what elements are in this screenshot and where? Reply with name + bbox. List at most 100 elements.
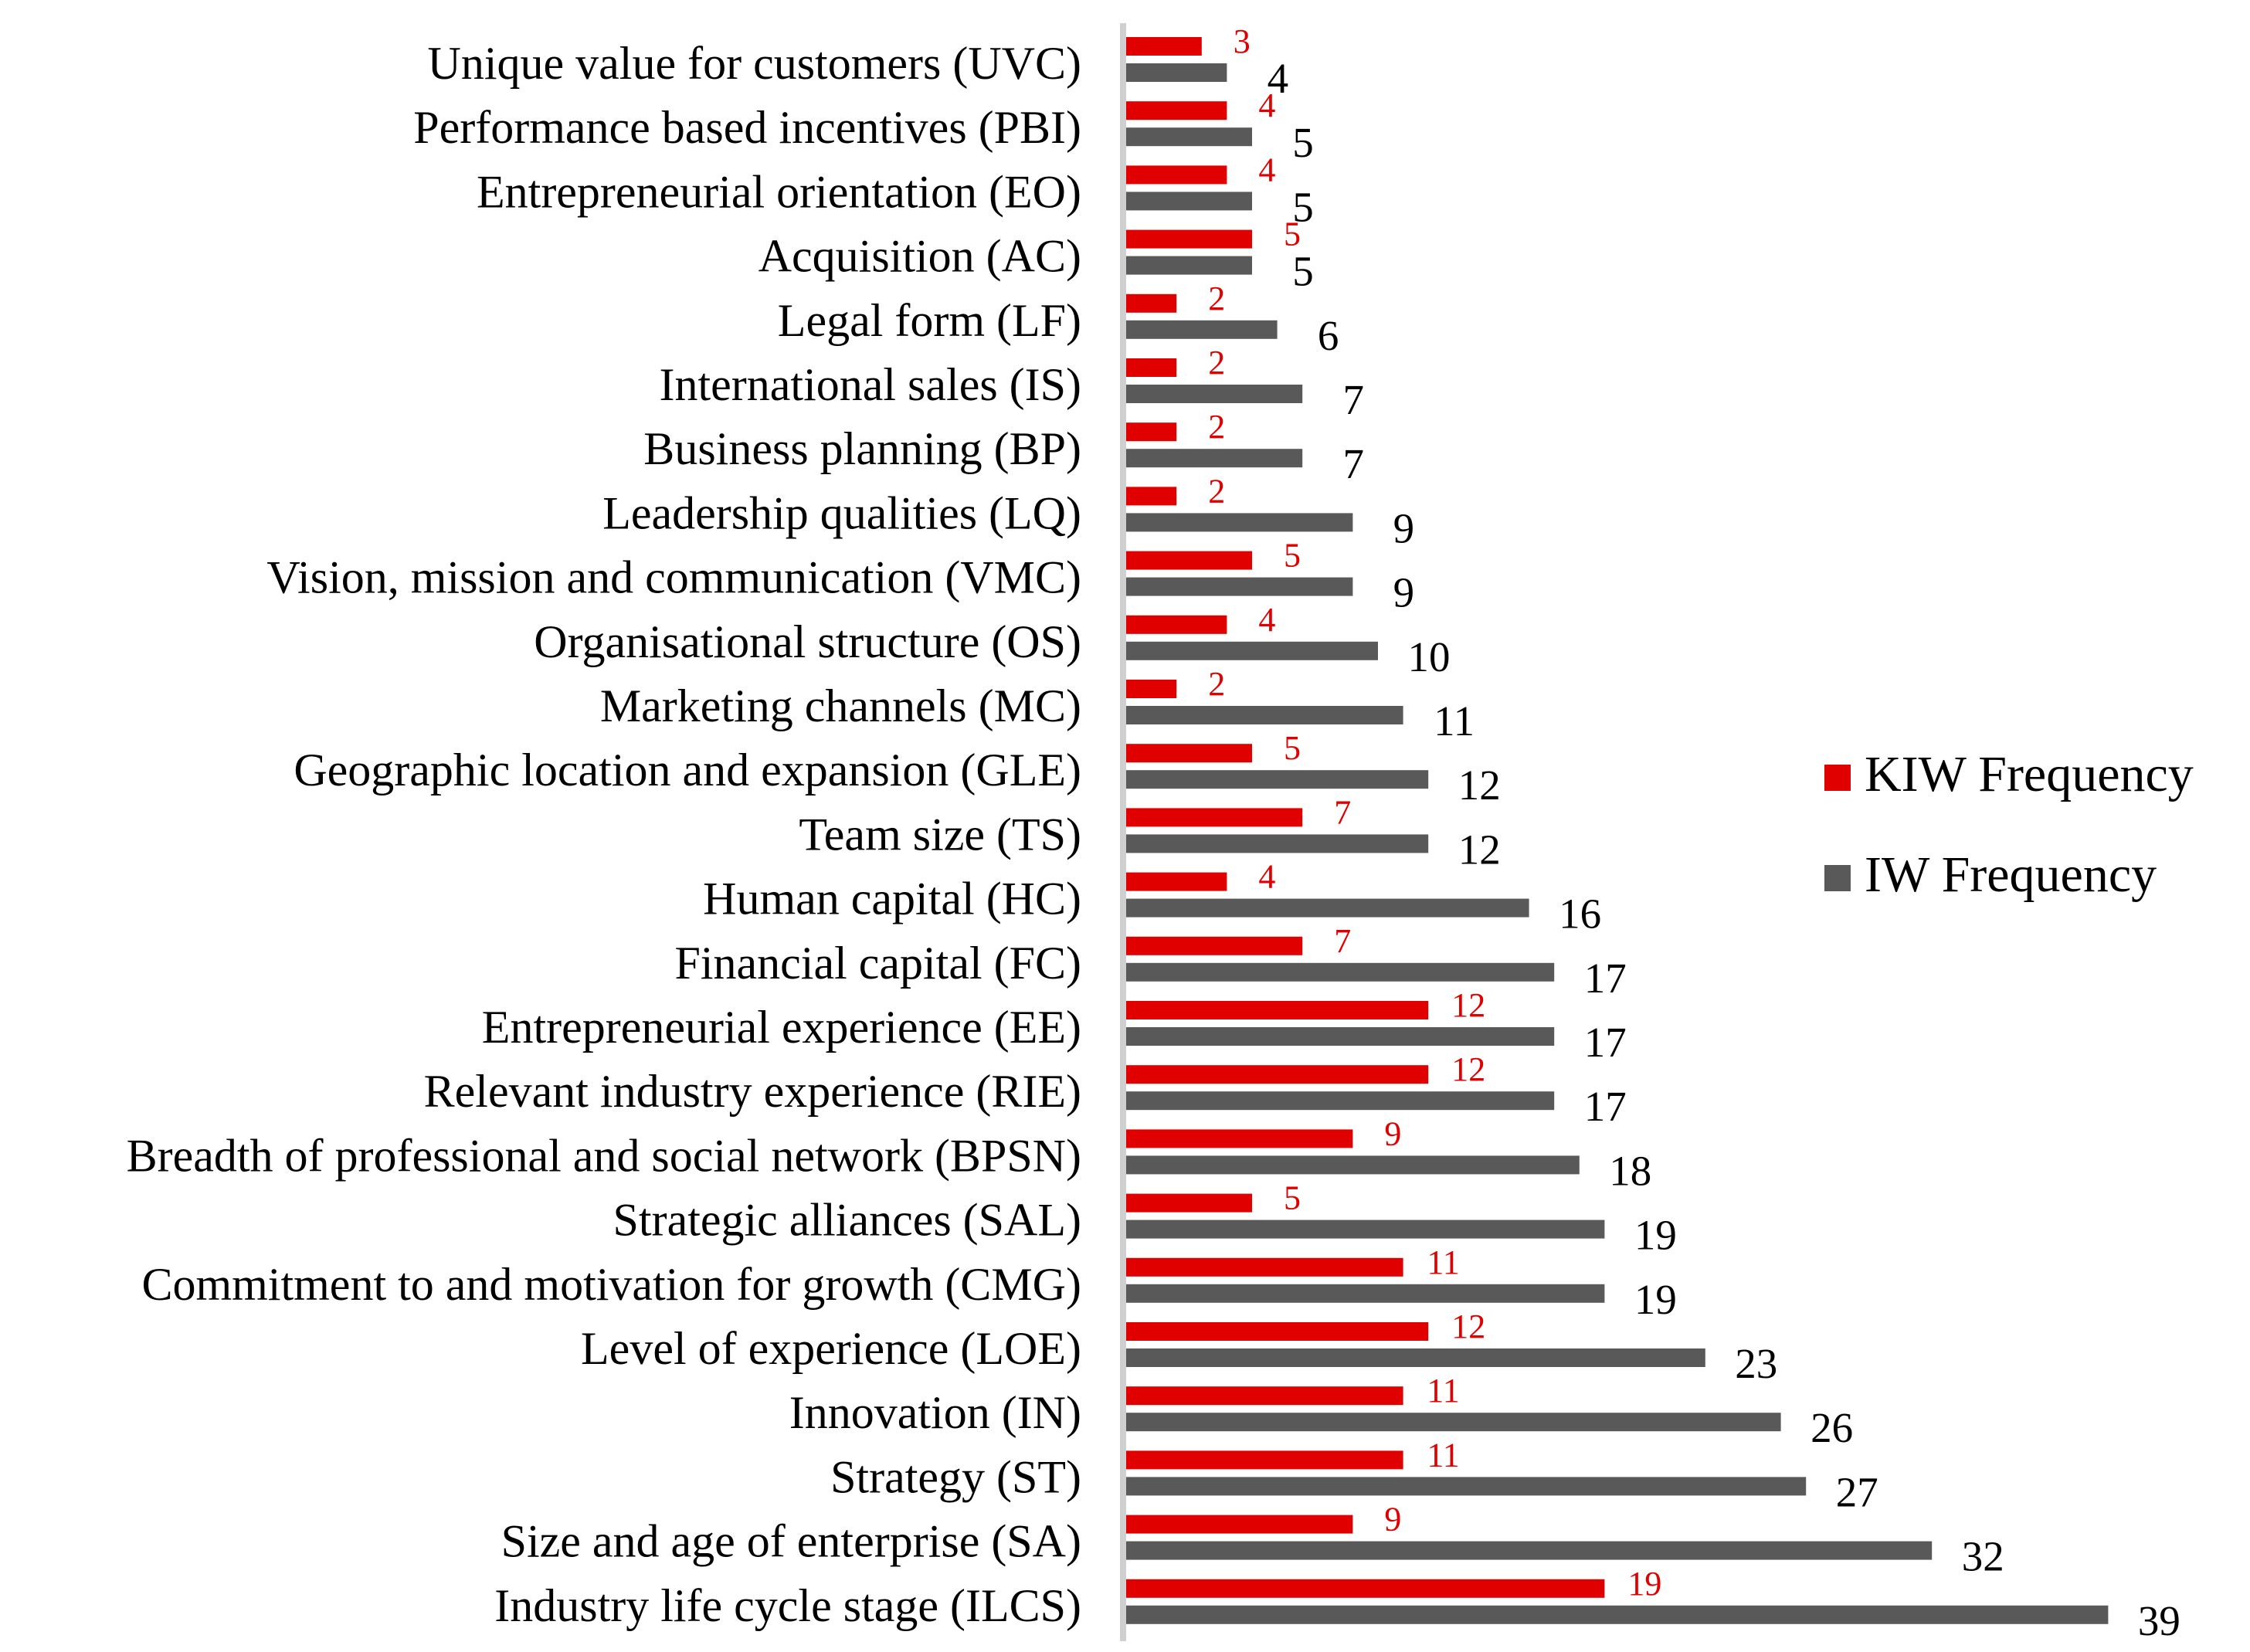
bar-iw-st <box>1126 1477 1807 1496</box>
value-label-iw-loe: 23 <box>1735 1340 1777 1387</box>
value-label-iw-ts: 12 <box>1458 826 1501 873</box>
value-label-iw-ee: 17 <box>1584 1019 1627 1066</box>
value-label-kiw-sal: 5 <box>1284 1179 1301 1217</box>
category-label-vmc: Vision, mission and communication (VMC) <box>266 552 1081 603</box>
value-label-kiw-in: 11 <box>1427 1372 1459 1409</box>
category-label-ts: Team size (TS) <box>799 809 1081 860</box>
value-label-kiw-lf: 2 <box>1208 280 1225 317</box>
category-label-sa: Size and age of enterprise (SA) <box>501 1516 1081 1567</box>
bar-iw-lq <box>1126 513 1353 532</box>
category-label-lf: Legal form (LF) <box>778 295 1081 346</box>
bar-kiw-vmc <box>1126 551 1252 570</box>
value-label-iw-mc: 11 <box>1434 697 1475 745</box>
value-label-iw-os: 10 <box>1408 633 1451 680</box>
bar-kiw-fc <box>1126 936 1303 955</box>
value-label-iw-is: 7 <box>1342 376 1364 423</box>
category-label-uvc: Unique value for customers (UVC) <box>428 38 1081 89</box>
legend-swatch-iw <box>1824 865 1851 891</box>
bar-kiw-st <box>1126 1450 1403 1470</box>
labels-layer: Unique value for customers (UVC) 34Perfor… <box>127 22 2180 1644</box>
category-label-st: Strategy (ST) <box>830 1451 1081 1502</box>
value-label-kiw-gle: 5 <box>1284 729 1301 767</box>
bar-kiw-bp <box>1126 422 1177 442</box>
value-label-kiw-ts: 7 <box>1334 793 1351 831</box>
value-label-kiw-uvc: 3 <box>1234 22 1251 60</box>
bar-iw-eo <box>1126 192 1252 211</box>
value-label-iw-bpsn: 18 <box>1609 1147 1651 1194</box>
value-label-kiw-eo: 4 <box>1258 151 1275 188</box>
value-label-kiw-ilcs: 19 <box>1627 1565 1661 1603</box>
legend-label-kiw: KIW Frequency <box>1865 746 2194 802</box>
bar-kiw-in <box>1126 1386 1403 1406</box>
value-label-iw-ac: 5 <box>1292 248 1314 295</box>
value-label-iw-cmg: 19 <box>1634 1276 1677 1323</box>
value-label-iw-eo: 5 <box>1292 183 1314 230</box>
bar-iw-lf <box>1126 320 1278 339</box>
category-label-lq: Leadership qualities (LQ) <box>602 487 1081 538</box>
legend-label-iw: IW Frequency <box>1865 846 2157 903</box>
category-label-os: Organisational structure (OS) <box>534 616 1081 667</box>
legend-swatch-kiw <box>1824 765 1851 791</box>
category-label-is: International sales (IS) <box>660 359 1081 410</box>
value-label-iw-st: 27 <box>1836 1468 1878 1515</box>
value-label-kiw-rie: 12 <box>1451 1050 1485 1088</box>
value-label-iw-uvc: 4 <box>1268 55 1289 102</box>
value-label-iw-rie: 17 <box>1584 1083 1627 1130</box>
value-label-kiw-cmg: 11 <box>1427 1243 1459 1281</box>
value-label-iw-vmc: 9 <box>1393 569 1415 616</box>
value-label-kiw-pbi: 4 <box>1258 87 1275 124</box>
bar-iw-gle <box>1126 770 1429 789</box>
bar-iw-bpsn <box>1126 1155 1580 1175</box>
value-label-iw-sal: 19 <box>1634 1212 1677 1259</box>
category-label-rie: Relevant industry experience (RIE) <box>424 1066 1081 1117</box>
bar-kiw-ilcs <box>1126 1579 1605 1598</box>
bar-iw-rie <box>1126 1091 1555 1111</box>
bar-kiw-lq <box>1126 487 1177 506</box>
bar-iw-ee <box>1126 1027 1555 1046</box>
bar-iw-vmc <box>1126 577 1353 596</box>
bar-kiw-uvc <box>1126 37 1202 56</box>
value-label-kiw-sa: 9 <box>1384 1501 1401 1538</box>
category-label-bpsn: Breadth of professional and social netwo… <box>127 1130 1081 1181</box>
category-label-ac: Acquisition (AC) <box>758 231 1081 282</box>
bar-iw-sal <box>1126 1219 1605 1239</box>
category-label-ilcs: Industry life cycle stage (ILCS) <box>494 1580 1081 1631</box>
bar-kiw-gle <box>1126 744 1252 763</box>
value-label-iw-sa: 32 <box>1962 1533 2004 1580</box>
bar-kiw-hc <box>1126 872 1227 891</box>
category-label-in: Innovation (IN) <box>789 1387 1081 1438</box>
value-label-iw-fc: 17 <box>1584 955 1627 1002</box>
category-label-ee: Entrepreneurial experience (EE) <box>482 1002 1081 1053</box>
value-label-iw-gle: 12 <box>1458 762 1501 809</box>
value-label-iw-ilcs: 39 <box>2138 1597 2180 1644</box>
value-label-kiw-is: 2 <box>1208 344 1225 382</box>
bar-kiw-loe <box>1126 1322 1429 1341</box>
bar-kiw-ts <box>1126 808 1303 827</box>
value-label-kiw-bpsn: 9 <box>1384 1114 1401 1152</box>
value-label-kiw-fc: 7 <box>1334 922 1351 960</box>
value-label-iw-pbi: 5 <box>1292 119 1314 166</box>
value-label-kiw-bp: 2 <box>1208 408 1225 446</box>
bar-kiw-os <box>1126 615 1227 634</box>
bar-iw-bp <box>1126 449 1303 468</box>
bar-kiw-cmg <box>1126 1257 1403 1277</box>
value-label-kiw-loe: 12 <box>1451 1308 1485 1345</box>
bar-kiw-is <box>1126 358 1177 377</box>
bar-iw-ac <box>1126 256 1252 275</box>
value-label-kiw-mc: 2 <box>1208 665 1225 703</box>
value-label-kiw-vmc: 5 <box>1284 537 1301 575</box>
bar-kiw-sal <box>1126 1193 1252 1213</box>
bar-iw-loe <box>1126 1348 1705 1367</box>
value-label-kiw-st: 11 <box>1427 1436 1459 1474</box>
category-label-mc: Marketing channels (MC) <box>600 680 1081 731</box>
value-label-iw-bp: 7 <box>1342 440 1364 487</box>
bar-iw-ilcs <box>1126 1605 2109 1624</box>
bar-kiw-rie <box>1126 1065 1429 1084</box>
bar-iw-ts <box>1126 834 1429 853</box>
bar-iw-sa <box>1126 1541 1933 1560</box>
bar-iw-fc <box>1126 962 1555 982</box>
bar-kiw-lf <box>1126 293 1177 313</box>
value-label-iw-lq: 9 <box>1393 504 1415 551</box>
value-label-kiw-ac: 5 <box>1284 215 1301 253</box>
